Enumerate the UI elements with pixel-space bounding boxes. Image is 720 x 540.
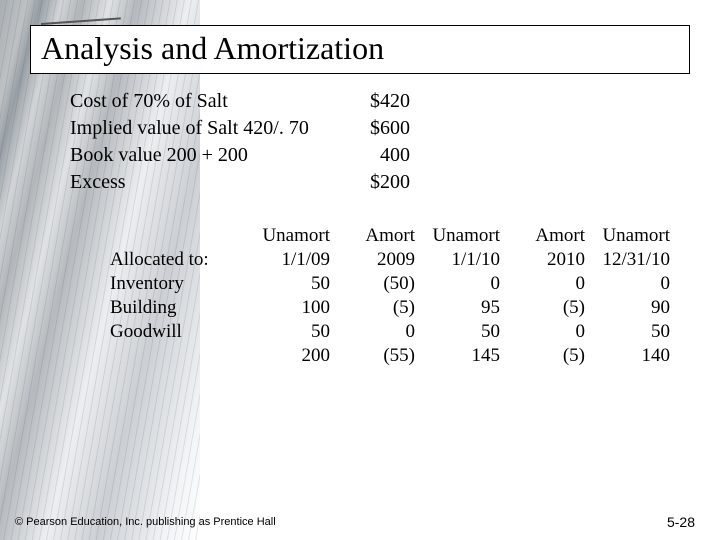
summary-value: $420 <box>340 88 410 115</box>
table-row: Cost of 70% of Salt $420 <box>70 88 410 115</box>
alloc-cell: (5) <box>330 296 415 320</box>
alloc-cell: 95 <box>415 296 500 320</box>
alloc-cell: 90 <box>585 296 670 320</box>
page-number: 5-28 <box>667 514 695 530</box>
table-row: Book value 200 + 200 400 <box>70 142 410 169</box>
alloc-label: Building <box>110 296 245 320</box>
alloc-cell: (50) <box>330 272 415 296</box>
alloc-cell: 200 <box>245 344 330 368</box>
table-row: Excess $200 <box>70 169 410 196</box>
alloc-cell: 50 <box>245 320 330 344</box>
alloc-cell: (5) <box>500 296 585 320</box>
table-row: Implied value of Salt 420/. 70 $600 <box>70 115 410 142</box>
alloc-cell: 0 <box>585 272 670 296</box>
table-row: Unamort Amort Unamort Amort Unamort <box>110 224 670 248</box>
alloc-cell: 100 <box>245 296 330 320</box>
allocation-table: Unamort Amort Unamort Amort Unamort Allo… <box>110 224 670 368</box>
summary-value: $600 <box>340 115 410 142</box>
alloc-subheader: 2010 <box>500 248 585 272</box>
alloc-label <box>110 344 245 368</box>
table-row: Inventory 50 (50) 0 0 0 <box>110 272 670 296</box>
table-row: Allocated to: 1/1/09 2009 1/1/10 2010 12… <box>110 248 670 272</box>
alloc-subheader: 12/31/10 <box>585 248 670 272</box>
table-row: Building 100 (5) 95 (5) 90 <box>110 296 670 320</box>
alloc-cell: (55) <box>330 344 415 368</box>
alloc-subheader: Allocated to: <box>110 248 245 272</box>
alloc-label: Inventory <box>110 272 245 296</box>
slide-title: Analysis and Amortization <box>41 30 384 66</box>
summary-label: Implied value of Salt 420/. 70 <box>70 115 340 142</box>
alloc-cell: 50 <box>245 272 330 296</box>
alloc-cell: 140 <box>585 344 670 368</box>
alloc-header: Unamort <box>585 224 670 248</box>
alloc-subheader: 1/1/09 <box>245 248 330 272</box>
alloc-header: Unamort <box>245 224 330 248</box>
alloc-cell: 0 <box>500 320 585 344</box>
table-row: 200 (55) 145 (5) 140 <box>110 344 670 368</box>
title-box: Analysis and Amortization <box>30 25 690 74</box>
copyright-text: © Pearson Education, Inc. publishing as … <box>15 516 276 528</box>
alloc-subheader: 1/1/10 <box>415 248 500 272</box>
alloc-cell: 50 <box>585 320 670 344</box>
summary-value: 400 <box>340 142 410 169</box>
summary-value: $200 <box>340 169 410 196</box>
summary-label: Cost of 70% of Salt <box>70 88 340 115</box>
alloc-cell: 50 <box>415 320 500 344</box>
footer: © Pearson Education, Inc. publishing as … <box>15 512 695 530</box>
alloc-cell: 0 <box>500 272 585 296</box>
summary-label: Book value 200 + 200 <box>70 142 340 169</box>
alloc-header: Amort <box>330 224 415 248</box>
alloc-header <box>110 224 245 248</box>
alloc-cell: (5) <box>500 344 585 368</box>
alloc-subheader: 2009 <box>330 248 415 272</box>
summary-table: Cost of 70% of Salt $420 Implied value o… <box>70 88 410 196</box>
alloc-cell: 145 <box>415 344 500 368</box>
table-row: Goodwill 50 0 50 0 50 <box>110 320 670 344</box>
alloc-header: Amort <box>500 224 585 248</box>
alloc-label: Goodwill <box>110 320 245 344</box>
slide-content: Analysis and Amortization Cost of 70% of… <box>0 0 720 368</box>
alloc-cell: 0 <box>415 272 500 296</box>
alloc-cell: 0 <box>330 320 415 344</box>
alloc-header: Unamort <box>415 224 500 248</box>
summary-label: Excess <box>70 169 340 196</box>
